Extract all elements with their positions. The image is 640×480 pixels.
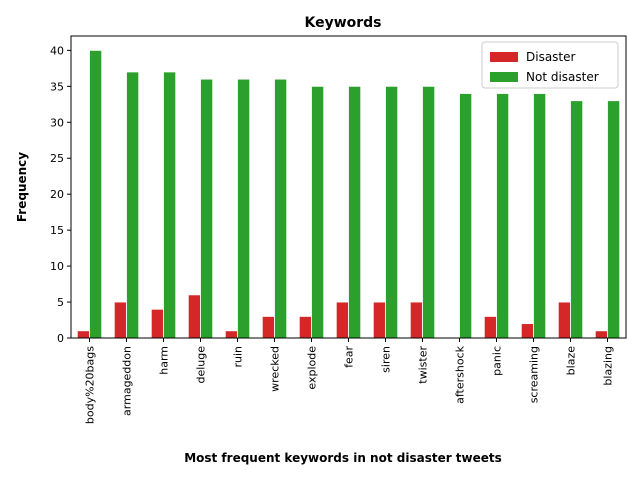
bar-not-disaster-6 bbox=[311, 85, 325, 339]
x-axis: body%20bags armageddon harm deluge ruin wreck… bbox=[84, 338, 615, 424]
bar-not-disaster-11 bbox=[496, 93, 510, 339]
bar-not-disaster-5 bbox=[274, 78, 288, 339]
bar-disaster-4 bbox=[224, 330, 238, 339]
chart-title: Keywords bbox=[304, 15, 381, 31]
y-tick-label: 30 bbox=[50, 116, 64, 129]
x-tick-label: screaming bbox=[528, 346, 541, 403]
x-tick-label: panic bbox=[491, 346, 504, 376]
bars-group bbox=[76, 49, 621, 339]
x-tick-label: wrecked bbox=[269, 346, 282, 392]
bar-disaster-7 bbox=[335, 301, 349, 339]
x-tick-label: ruin bbox=[232, 346, 245, 368]
x-tick-label: deluge bbox=[195, 346, 208, 384]
bar-not-disaster-14 bbox=[607, 100, 621, 339]
x-tick-label: siren bbox=[380, 346, 393, 373]
x-tick-label: explode bbox=[306, 346, 319, 390]
bar-not-disaster-2 bbox=[163, 71, 177, 339]
x-tick-label: armageddon bbox=[121, 346, 134, 416]
x-tick-label: blaze bbox=[565, 346, 578, 376]
x-tick-label: body%20bags bbox=[84, 346, 97, 424]
x-tick-label: harm bbox=[158, 346, 171, 375]
legend-swatch-1 bbox=[490, 72, 518, 82]
bar-not-disaster-8 bbox=[385, 85, 399, 339]
bar-disaster-8 bbox=[372, 301, 386, 339]
bar-disaster-2 bbox=[150, 308, 164, 339]
bar-not-disaster-7 bbox=[348, 85, 362, 339]
bar-not-disaster-13 bbox=[570, 100, 584, 339]
bar-disaster-9 bbox=[409, 301, 423, 339]
y-tick-label: 10 bbox=[50, 260, 64, 273]
legend-label-1: Not disaster bbox=[526, 70, 599, 84]
bar-not-disaster-1 bbox=[126, 71, 140, 339]
x-tick-label: blazing bbox=[602, 346, 615, 386]
bar-not-disaster-0 bbox=[89, 49, 103, 339]
x-tick-label: fear bbox=[343, 346, 356, 368]
y-tick-label: 0 bbox=[57, 332, 64, 345]
legend-label-0: Disaster bbox=[526, 50, 576, 64]
y-tick-label: 20 bbox=[50, 188, 64, 201]
x-axis-label: Most frequent keywords in not disaster t… bbox=[184, 451, 502, 465]
y-tick-label: 15 bbox=[50, 224, 64, 237]
x-tick-label: aftershock bbox=[454, 345, 467, 404]
bar-not-disaster-9 bbox=[422, 85, 436, 339]
y-axis: 0 5 10 15 20 25 30 35 40 bbox=[50, 44, 71, 345]
bar-disaster-1 bbox=[113, 301, 127, 339]
bar-not-disaster-12 bbox=[533, 93, 547, 339]
y-tick-label: 25 bbox=[50, 152, 64, 165]
bar-disaster-5 bbox=[261, 316, 275, 339]
bar-disaster-0 bbox=[76, 330, 90, 339]
y-axis-label: Frequency bbox=[15, 152, 29, 222]
bar-not-disaster-4 bbox=[237, 78, 251, 339]
bar-not-disaster-10 bbox=[459, 93, 473, 339]
legend-swatch-0 bbox=[490, 52, 518, 62]
y-tick-label: 35 bbox=[50, 80, 64, 93]
bar-disaster-3 bbox=[187, 294, 201, 339]
bar-disaster-6 bbox=[298, 316, 312, 339]
plot-frame bbox=[70, 35, 627, 339]
bar-not-disaster-3 bbox=[200, 78, 214, 339]
y-tick-label: 5 bbox=[57, 296, 64, 309]
y-tick-label: 40 bbox=[50, 44, 64, 57]
bar-disaster-12 bbox=[520, 323, 534, 339]
bar-disaster-14 bbox=[594, 330, 608, 339]
x-tick-label: twister bbox=[417, 346, 430, 384]
bar-disaster-13 bbox=[557, 301, 571, 339]
legend: Disaster Not disaster bbox=[481, 41, 619, 89]
bar-disaster-11 bbox=[483, 316, 497, 339]
